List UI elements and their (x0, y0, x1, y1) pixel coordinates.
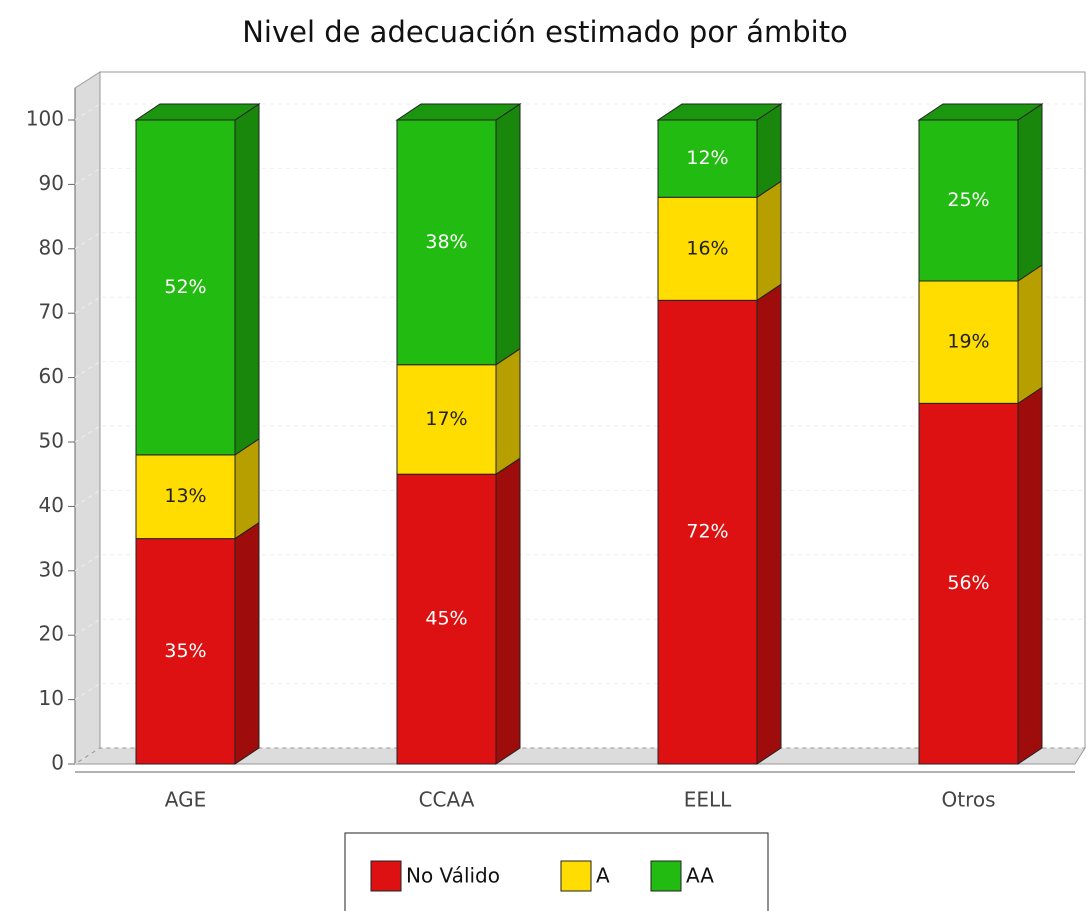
bar-segment (918, 119, 1019, 282)
bar-side (234, 103, 260, 456)
x-tick-label: EELL (684, 788, 732, 812)
data-label: 12% (686, 147, 728, 169)
bar-side (1017, 103, 1043, 282)
bar-side (756, 283, 782, 765)
bar-segment (657, 299, 758, 765)
legend-swatch (650, 860, 682, 892)
bar-top (656, 103, 783, 121)
bar-segment (657, 196, 758, 301)
bar-segment (135, 538, 236, 765)
grid-line (74, 361, 1085, 379)
y-tick-label: 90 (39, 171, 64, 195)
y-tick-label: 10 (39, 686, 64, 710)
data-label: 38% (425, 231, 467, 253)
x-tick-label: AGE (165, 788, 206, 812)
legend-swatch (560, 860, 592, 892)
bar-segment (657, 119, 758, 198)
bar-segment (135, 119, 236, 456)
y-tick-label: 80 (39, 235, 64, 259)
grid-line (74, 232, 1085, 250)
legend-box (344, 832, 769, 911)
bar-side (495, 103, 521, 366)
grid-line (74, 554, 1085, 572)
y-tick-label: 100 (26, 107, 64, 131)
y-tick-label: 0 (51, 751, 64, 775)
legend-label: No Válido (406, 864, 500, 888)
grid-line (74, 296, 1085, 314)
bar-side (495, 347, 521, 476)
bar-top (917, 103, 1044, 121)
data-label: 52% (164, 276, 206, 298)
y-tick-label: 20 (39, 622, 64, 646)
grid-line (74, 683, 1085, 701)
bar-segment (135, 454, 236, 540)
bar-side (756, 180, 782, 302)
grid-line (74, 425, 1085, 443)
chart-title: Nivel de adecuación estimado por ámbito (242, 15, 848, 49)
bar-side (1017, 264, 1043, 405)
legend-label: AA (686, 864, 714, 888)
data-label: 13% (164, 485, 206, 507)
data-label: 45% (425, 608, 467, 630)
grid-line (74, 167, 1085, 185)
data-label: 72% (686, 521, 728, 543)
bar-top (134, 103, 261, 121)
legend-swatch (370, 860, 402, 892)
y-tick-label: 50 (39, 429, 64, 453)
grid-line (74, 618, 1085, 636)
legend-label: A (596, 864, 610, 888)
left-wall (74, 71, 101, 765)
bar-segment (918, 402, 1019, 765)
y-tick-label: 60 (39, 364, 64, 388)
grid-line (74, 747, 1085, 765)
data-label: 19% (947, 331, 989, 353)
bar-segment (396, 119, 497, 366)
bar-segment (918, 280, 1019, 404)
data-label: 25% (947, 189, 989, 211)
bar-side (234, 437, 260, 540)
data-label: 16% (686, 237, 728, 259)
grid-line (74, 103, 1085, 121)
y-tick-label: 40 (39, 493, 64, 517)
data-label: 17% (425, 408, 467, 430)
data-label: 35% (164, 640, 206, 662)
bar-side (234, 521, 260, 765)
bar-segment (396, 364, 497, 475)
bar-side (495, 457, 521, 765)
grid-line (74, 489, 1085, 507)
bar-side (1017, 386, 1043, 765)
y-tick-label: 30 (39, 557, 64, 581)
x-tick-label: Otros (941, 788, 995, 812)
data-label: 56% (947, 572, 989, 594)
bar-top (395, 103, 522, 121)
x-tick-label: CCAA (419, 788, 475, 812)
y-tick-label: 70 (39, 300, 64, 324)
